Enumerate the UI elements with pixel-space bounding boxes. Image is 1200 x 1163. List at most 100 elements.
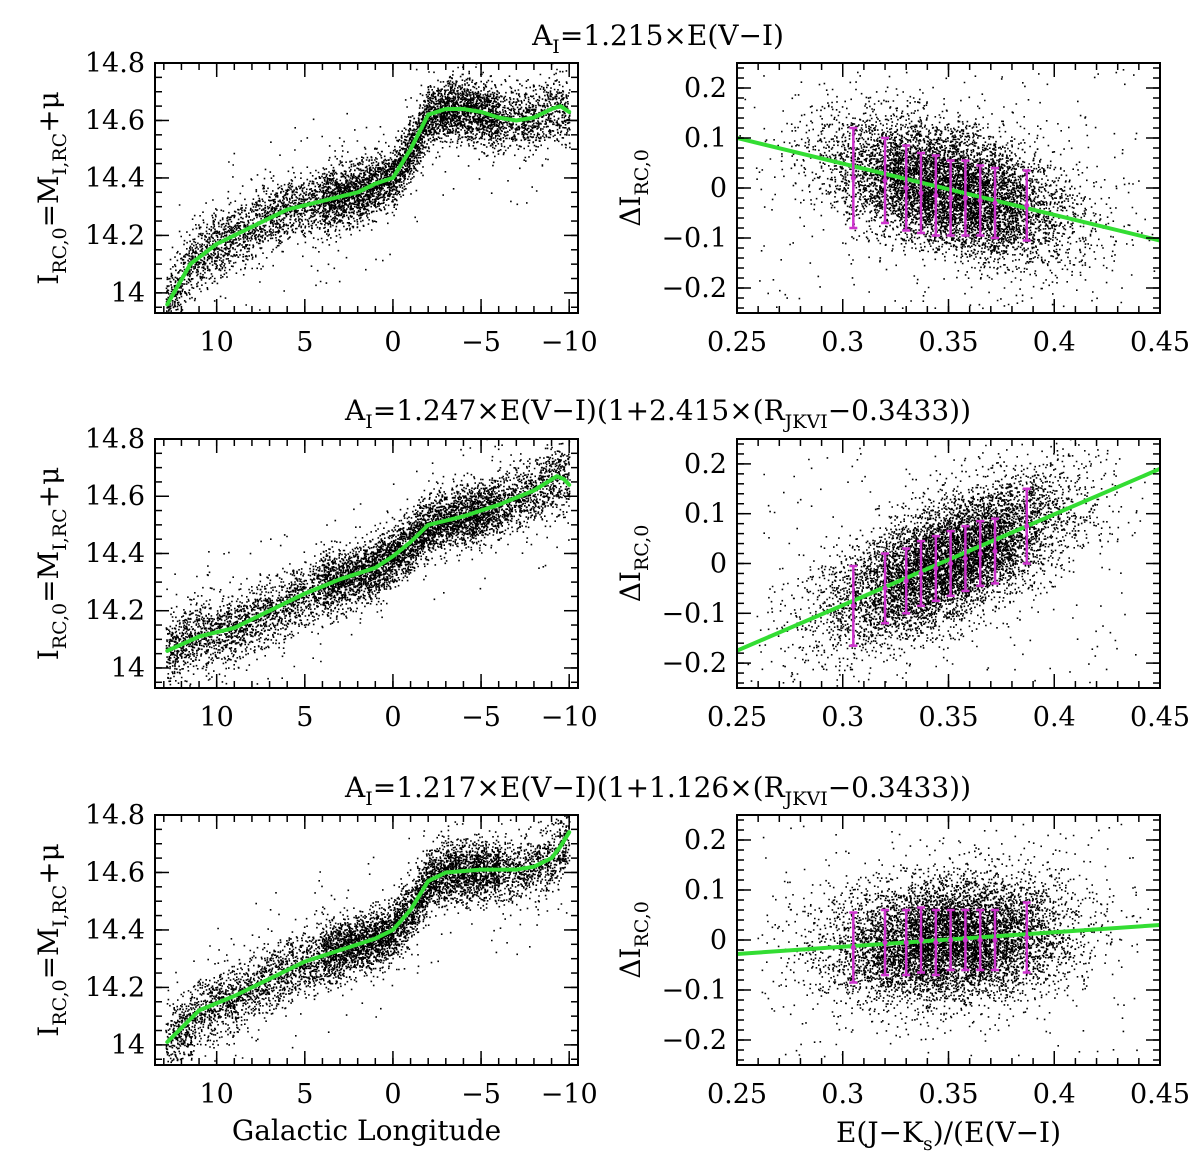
y-axis-label-part: +μ [32, 467, 65, 509]
panel-row1-left: 10 5 0 −5 −10 14 14.2 14.4 14.6 14.8 IRC,0=MI,RC+μ [32, 48, 598, 358]
y-axis-label-subscript: RC,0 [49, 979, 71, 1025]
panel-row2-right: 0.25 0.3 0.35 0.4 0.45 −0.2 −0.1 0 0.1 0.2 ΔIRC,0 A… [344, 394, 1190, 733]
plot-frame [154, 438, 579, 689]
x-tick-label: 0.25 [707, 702, 767, 733]
error-bar [931, 534, 940, 603]
error-bar [931, 908, 940, 977]
y-tick-label: −0.2 [661, 648, 727, 679]
chart-title-subscript: JKVI [783, 788, 828, 810]
y-axis-label-part: =M [32, 551, 65, 603]
panel-row3-right: 0.25 0.3 0.35 0.4 0.45 −0.2 −0.1 0 0.1 0.2 ΔIRC,0 A… [344, 771, 1190, 1155]
y-axis-label-part: I [32, 274, 65, 285]
y-axis-label: ΔIRC,0 [614, 149, 653, 227]
scatter-points [165, 815, 571, 1065]
x-tick-label: −10 [541, 1079, 598, 1110]
error-bar [881, 552, 890, 625]
plot-frame [154, 62, 579, 314]
panel-row2-left: 10 5 0 −5 −10 14 14.2 14.4 14.6 14.8 IRC,0=MI,RC+μ [32, 424, 598, 733]
y-tick-label: 14 [111, 278, 145, 309]
y-tick-label: 0.1 [684, 499, 727, 530]
y-tick-label: 0 [710, 173, 727, 204]
x-axis-label: E(J−Ks)/(E(V−I) [836, 1116, 1061, 1155]
y-axis-label-subscript: RC,0 [631, 525, 653, 571]
chart-title-subscript: I [365, 788, 373, 810]
error-bar [917, 539, 926, 608]
chart-title-subscript: I [365, 411, 373, 433]
x-tick-label: −5 [461, 702, 501, 733]
x-tick-label: 0.25 [707, 327, 767, 358]
x-tick-label: 10 [200, 702, 234, 733]
x-tick-label: −10 [541, 327, 598, 358]
y-axis-label: IRC,0=MI,RC+μ [32, 843, 71, 1037]
y-tick-label: 0.2 [684, 825, 727, 856]
y-axis-label-part: ΔI [614, 196, 647, 227]
x-tick-label: −10 [541, 702, 598, 733]
error-bar [976, 908, 985, 972]
running-median-curve [165, 104, 572, 307]
x-axis-label: Galactic Longitude [232, 1114, 501, 1147]
error-bar [976, 164, 985, 237]
error-bar [902, 547, 911, 615]
chart-title: AI=1.247×E(V−I)(1+2.415×(RJKVI−0.3433)) [344, 394, 971, 433]
y-tick-label: −0.1 [661, 598, 727, 629]
x-axis-label-subscript: s [923, 1133, 933, 1155]
chart-title-subscript: JKVI [783, 411, 828, 433]
scatter-dots [165, 63, 571, 313]
tick-marks [736, 63, 1161, 313]
error-bar [849, 911, 858, 984]
y-tick-label: 14.2 [85, 220, 145, 251]
running-median-curve [165, 474, 572, 653]
y-tick-label: −0.2 [661, 1025, 727, 1056]
y-tick-label: 0.2 [684, 449, 727, 480]
running-median-curve [165, 830, 572, 1044]
tick-marks [155, 814, 578, 1065]
y-tick-label: 14.6 [85, 105, 145, 136]
error-bar [881, 136, 890, 225]
chart-title-part: =1.217×E(V−I)(1+1.126×(R [373, 771, 786, 804]
x-tick-label: 10 [200, 1079, 234, 1110]
error-bars [849, 126, 1031, 242]
y-axis-label: ΔIRC,0 [614, 901, 653, 979]
y-tick-label: 14.8 [85, 424, 145, 455]
x-tick-label: 0.3 [821, 702, 864, 733]
chart-title-part: =1.215×E(V−I) [560, 19, 784, 52]
chart-title-subscript: I [552, 36, 560, 58]
x-tick-label: 5 [296, 1079, 313, 1110]
x-tick-label: 0 [384, 327, 401, 358]
chart-title-part: A [531, 19, 553, 52]
y-tick-label: 14.6 [85, 857, 145, 888]
x-tick-label: 0.3 [821, 1079, 864, 1110]
y-tick-label: 0 [710, 549, 727, 580]
error-bar [991, 517, 1000, 585]
x-tick-label: 0.35 [918, 702, 978, 733]
error-bar [849, 564, 858, 647]
chart-title-part: −0.3433)) [828, 394, 971, 427]
y-tick-label: −0.2 [661, 273, 727, 304]
chart-title: AI=1.215×E(V−I) [531, 19, 784, 58]
tick-marks [155, 438, 578, 688]
x-tick-label: 0.45 [1130, 327, 1190, 358]
x-tick-label: −5 [461, 1079, 501, 1110]
error-bar [849, 126, 858, 230]
error-bar [902, 144, 911, 232]
y-axis-label-part: +μ [32, 91, 65, 133]
scatter-dots [165, 815, 571, 1065]
y-axis-label-part: I [32, 1026, 65, 1037]
x-tick-label: 0 [384, 1079, 401, 1110]
x-axis-label-part: )/(E(V−I) [933, 1116, 1061, 1149]
chart-title: AI=1.217×E(V−I)(1+1.126×(RJKVI−0.3433)) [344, 771, 971, 810]
fit-line [737, 467, 1160, 653]
error-bars [849, 901, 1031, 984]
error-bar [881, 908, 890, 977]
y-tick-label: 14.8 [85, 48, 145, 79]
scatter-dots [739, 69, 1160, 310]
y-tick-label: 14.2 [85, 972, 145, 1003]
y-tick-label: 14.4 [85, 163, 145, 194]
y-tick-label: 0.1 [684, 875, 727, 906]
x-tick-label: 0.35 [918, 327, 978, 358]
tick-marks [736, 439, 1161, 688]
x-tick-label: 5 [296, 327, 313, 358]
y-tick-label: 14.2 [85, 596, 145, 627]
error-bar [1022, 901, 1031, 974]
